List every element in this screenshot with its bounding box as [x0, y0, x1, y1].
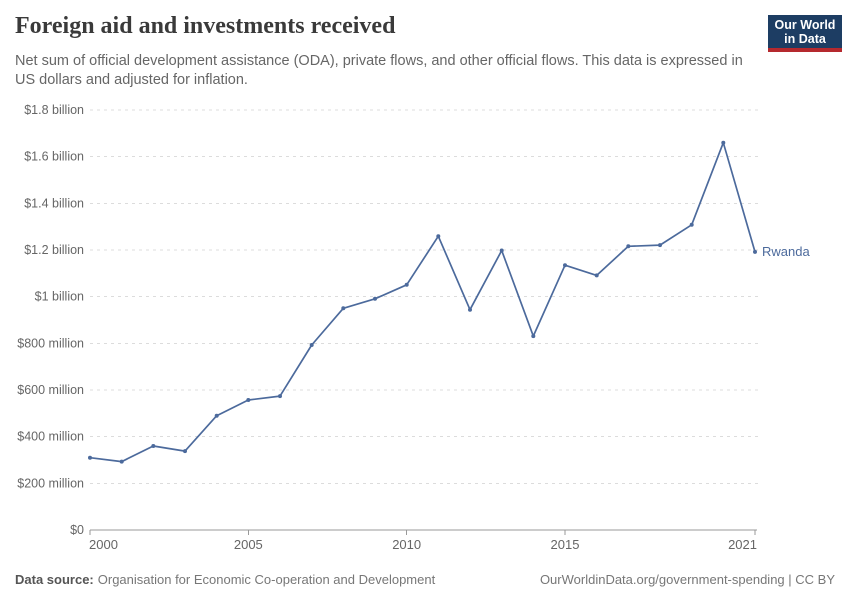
y-axis-labels: $0 $200 million $400 million $600 million $8…: [17, 103, 84, 537]
svg-text:$400 million: $400 million: [17, 430, 84, 444]
owid-logo: Our World in Data: [768, 15, 842, 52]
svg-text:$1.4 billion: $1.4 billion: [24, 196, 84, 210]
svg-text:$1.6 billion: $1.6 billion: [24, 150, 84, 164]
svg-text:$1.2 billion: $1.2 billion: [24, 243, 84, 257]
footer-attribution: OurWorldinData.org/government-spending |…: [539, 572, 835, 587]
data-source-label: Data source:: [15, 572, 94, 587]
svg-text:$200 million: $200 million: [17, 476, 84, 490]
owid-logo-line1: Our World: [774, 18, 836, 32]
owid-logo-line2: in Data: [784, 32, 826, 46]
svg-text:$600 million: $600 million: [17, 383, 84, 397]
svg-text:$800 million: $800 million: [17, 336, 84, 350]
x-axis: 2000 2005 2010 2015 2021: [89, 529, 757, 552]
chart-footer: Data source: Organisation for Economic Co…: [15, 572, 835, 587]
data-line: [89, 141, 756, 463]
entity-label: Rwanda: [762, 244, 810, 259]
data-source: Data source: Organisation for Economic Co…: [15, 572, 435, 587]
gridlines: [90, 109, 758, 484]
svg-text:$0: $0: [70, 523, 84, 537]
chart-subtitle: Net sum of official development assistan…: [15, 53, 743, 88]
svg-text:2005: 2005: [234, 537, 263, 552]
svg-text:$1 billion: $1 billion: [35, 290, 84, 304]
svg-text:2015: 2015: [551, 537, 580, 552]
svg-text:2021: 2021: [728, 537, 757, 552]
svg-text:2000: 2000: [89, 537, 118, 552]
page-title: Foreign aid and investments received: [15, 13, 396, 39]
data-source-value: Organisation for Economic Co-operation a…: [97, 572, 436, 587]
data-points: [88, 140, 757, 464]
svg-text:$1.8 billion: $1.8 billion: [24, 103, 84, 117]
svg-text:2010: 2010: [392, 537, 421, 552]
